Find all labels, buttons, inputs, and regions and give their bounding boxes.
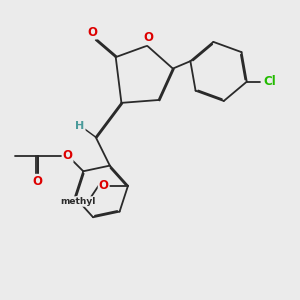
Text: O: O bbox=[99, 179, 109, 192]
Text: O: O bbox=[144, 31, 154, 44]
Text: O: O bbox=[33, 175, 43, 188]
Text: O: O bbox=[87, 26, 97, 38]
Text: O: O bbox=[63, 149, 73, 162]
Text: Cl: Cl bbox=[263, 75, 276, 88]
Text: H: H bbox=[75, 121, 85, 131]
Text: methyl: methyl bbox=[60, 197, 96, 206]
